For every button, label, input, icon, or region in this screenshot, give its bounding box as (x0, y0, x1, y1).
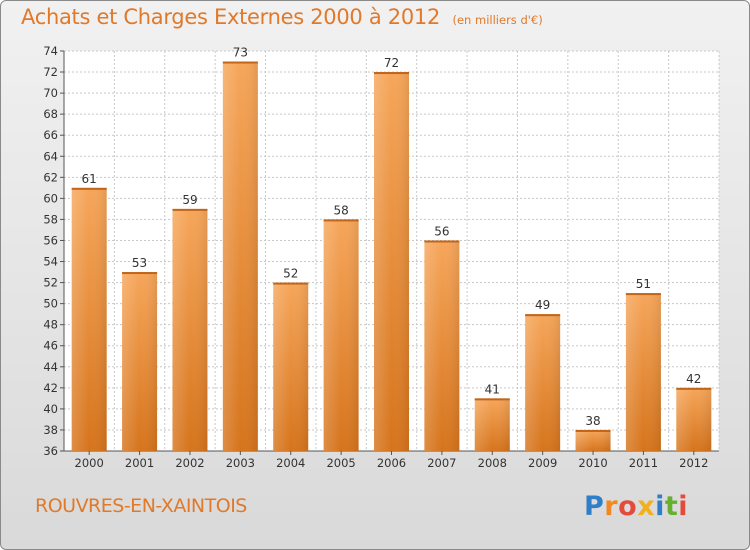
logo-letter: r (604, 491, 619, 522)
bar-shade (122, 272, 158, 451)
y-tick-label: 40 (43, 402, 58, 416)
x-tick-label: 2000 (75, 456, 104, 470)
logo-letter: i (655, 491, 665, 522)
y-tick-label: 42 (43, 381, 58, 395)
bar-shade (424, 240, 460, 451)
y-tick-label: 58 (43, 212, 58, 226)
bar-shade (525, 314, 561, 451)
y-tick-label: 44 (43, 360, 58, 374)
y-tick-label: 72 (43, 65, 58, 79)
bar-shade (575, 429, 611, 451)
bar-top-edge (676, 387, 712, 390)
proxiti-logo[interactable]: Proxiti (584, 491, 688, 522)
bar-shade (172, 208, 208, 451)
y-tick-label: 62 (43, 170, 58, 184)
bars-layer (71, 61, 712, 452)
chart-subtitle: (en milliers d'€) (452, 13, 543, 27)
bar-value-label: 61 (82, 172, 97, 186)
logo-letter: x (637, 491, 656, 522)
bar-shade (323, 219, 359, 451)
x-tick-label: 2011 (629, 456, 658, 470)
bar-shade (625, 293, 661, 451)
bar-shade (273, 282, 309, 451)
y-tick-label: 68 (43, 107, 58, 121)
y-tick-label: 36 (43, 444, 58, 458)
bar-top-edge (424, 240, 460, 243)
bar-value-label: 51 (636, 277, 651, 291)
bar-top-edge (374, 72, 409, 75)
x-tick-label: 2004 (276, 456, 305, 470)
chart-header: Achats et Charges Externes 2000 à 2012 (… (21, 5, 543, 29)
bar-top-edge (575, 429, 611, 432)
bar-shade (71, 187, 107, 451)
bar-shade (676, 387, 712, 451)
x-tick-label: 2005 (326, 456, 355, 470)
commune-name: ROUVRES-EN-XAINTOIS (35, 495, 247, 517)
y-tick-label: 74 (43, 44, 58, 58)
logo-letter: P (584, 491, 605, 522)
y-tick-label: 52 (43, 276, 58, 290)
bar-top-edge (323, 219, 359, 222)
bar-top-edge (71, 187, 107, 190)
logo-letter: t (664, 491, 679, 522)
bar-top-edge (474, 398, 510, 401)
y-tick-label: 64 (43, 149, 58, 163)
bar-value-label: 73 (233, 46, 248, 60)
x-tick-label: 2012 (679, 456, 708, 470)
bar-top-edge (625, 293, 661, 296)
x-tick-label: 2002 (175, 456, 204, 470)
x-tick-label: 2001 (125, 456, 154, 470)
y-tick-label: 50 (43, 297, 58, 311)
x-tick-label: 2009 (528, 456, 557, 470)
logo-letter: i (678, 491, 689, 522)
x-tick-label: 2010 (578, 456, 607, 470)
bar-top-edge (273, 282, 309, 285)
y-tick-label: 46 (43, 339, 58, 353)
bar-value-label: 53 (132, 256, 147, 270)
y-tick-label: 70 (43, 86, 58, 100)
bar-value-label: 59 (182, 193, 197, 207)
x-tick-label: 2008 (478, 456, 507, 470)
bar-top-edge (525, 314, 561, 317)
bar-top-edge (172, 208, 208, 211)
y-tick-label: 66 (43, 128, 58, 142)
x-tick-label: 2007 (427, 456, 456, 470)
x-tick-label: 2003 (226, 456, 255, 470)
bar-value-label: 52 (283, 267, 298, 281)
x-tick-label: 2006 (377, 456, 406, 470)
y-tick-label: 54 (43, 255, 58, 269)
bar-value-label: 38 (585, 414, 600, 428)
logo-letter: o (618, 491, 638, 522)
bar-shade (222, 61, 258, 452)
y-tick-label: 56 (43, 233, 58, 247)
bar-value-label: 56 (434, 224, 449, 238)
y-tick-label: 38 (43, 423, 58, 437)
bar-value-label: 72 (384, 56, 399, 70)
chart-title: Achats et Charges Externes 2000 à 2012 (21, 5, 441, 29)
bar-shade (474, 398, 510, 451)
labels-layer: 36 38 40 42 44 46 48 50 52 54 56 58 60 62 64 66 68 70 72 74… (43, 44, 708, 470)
bar-value-label: 42 (686, 372, 701, 386)
y-tick-label: 60 (43, 191, 58, 205)
bar-top-edge (222, 61, 258, 64)
bar-value-label: 49 (535, 298, 550, 312)
bar-top-edge (122, 272, 158, 275)
bar-value-label: 58 (333, 203, 348, 217)
bar-shade (374, 72, 409, 451)
y-tick-label: 48 (43, 318, 58, 332)
bar-value-label: 41 (485, 382, 500, 396)
